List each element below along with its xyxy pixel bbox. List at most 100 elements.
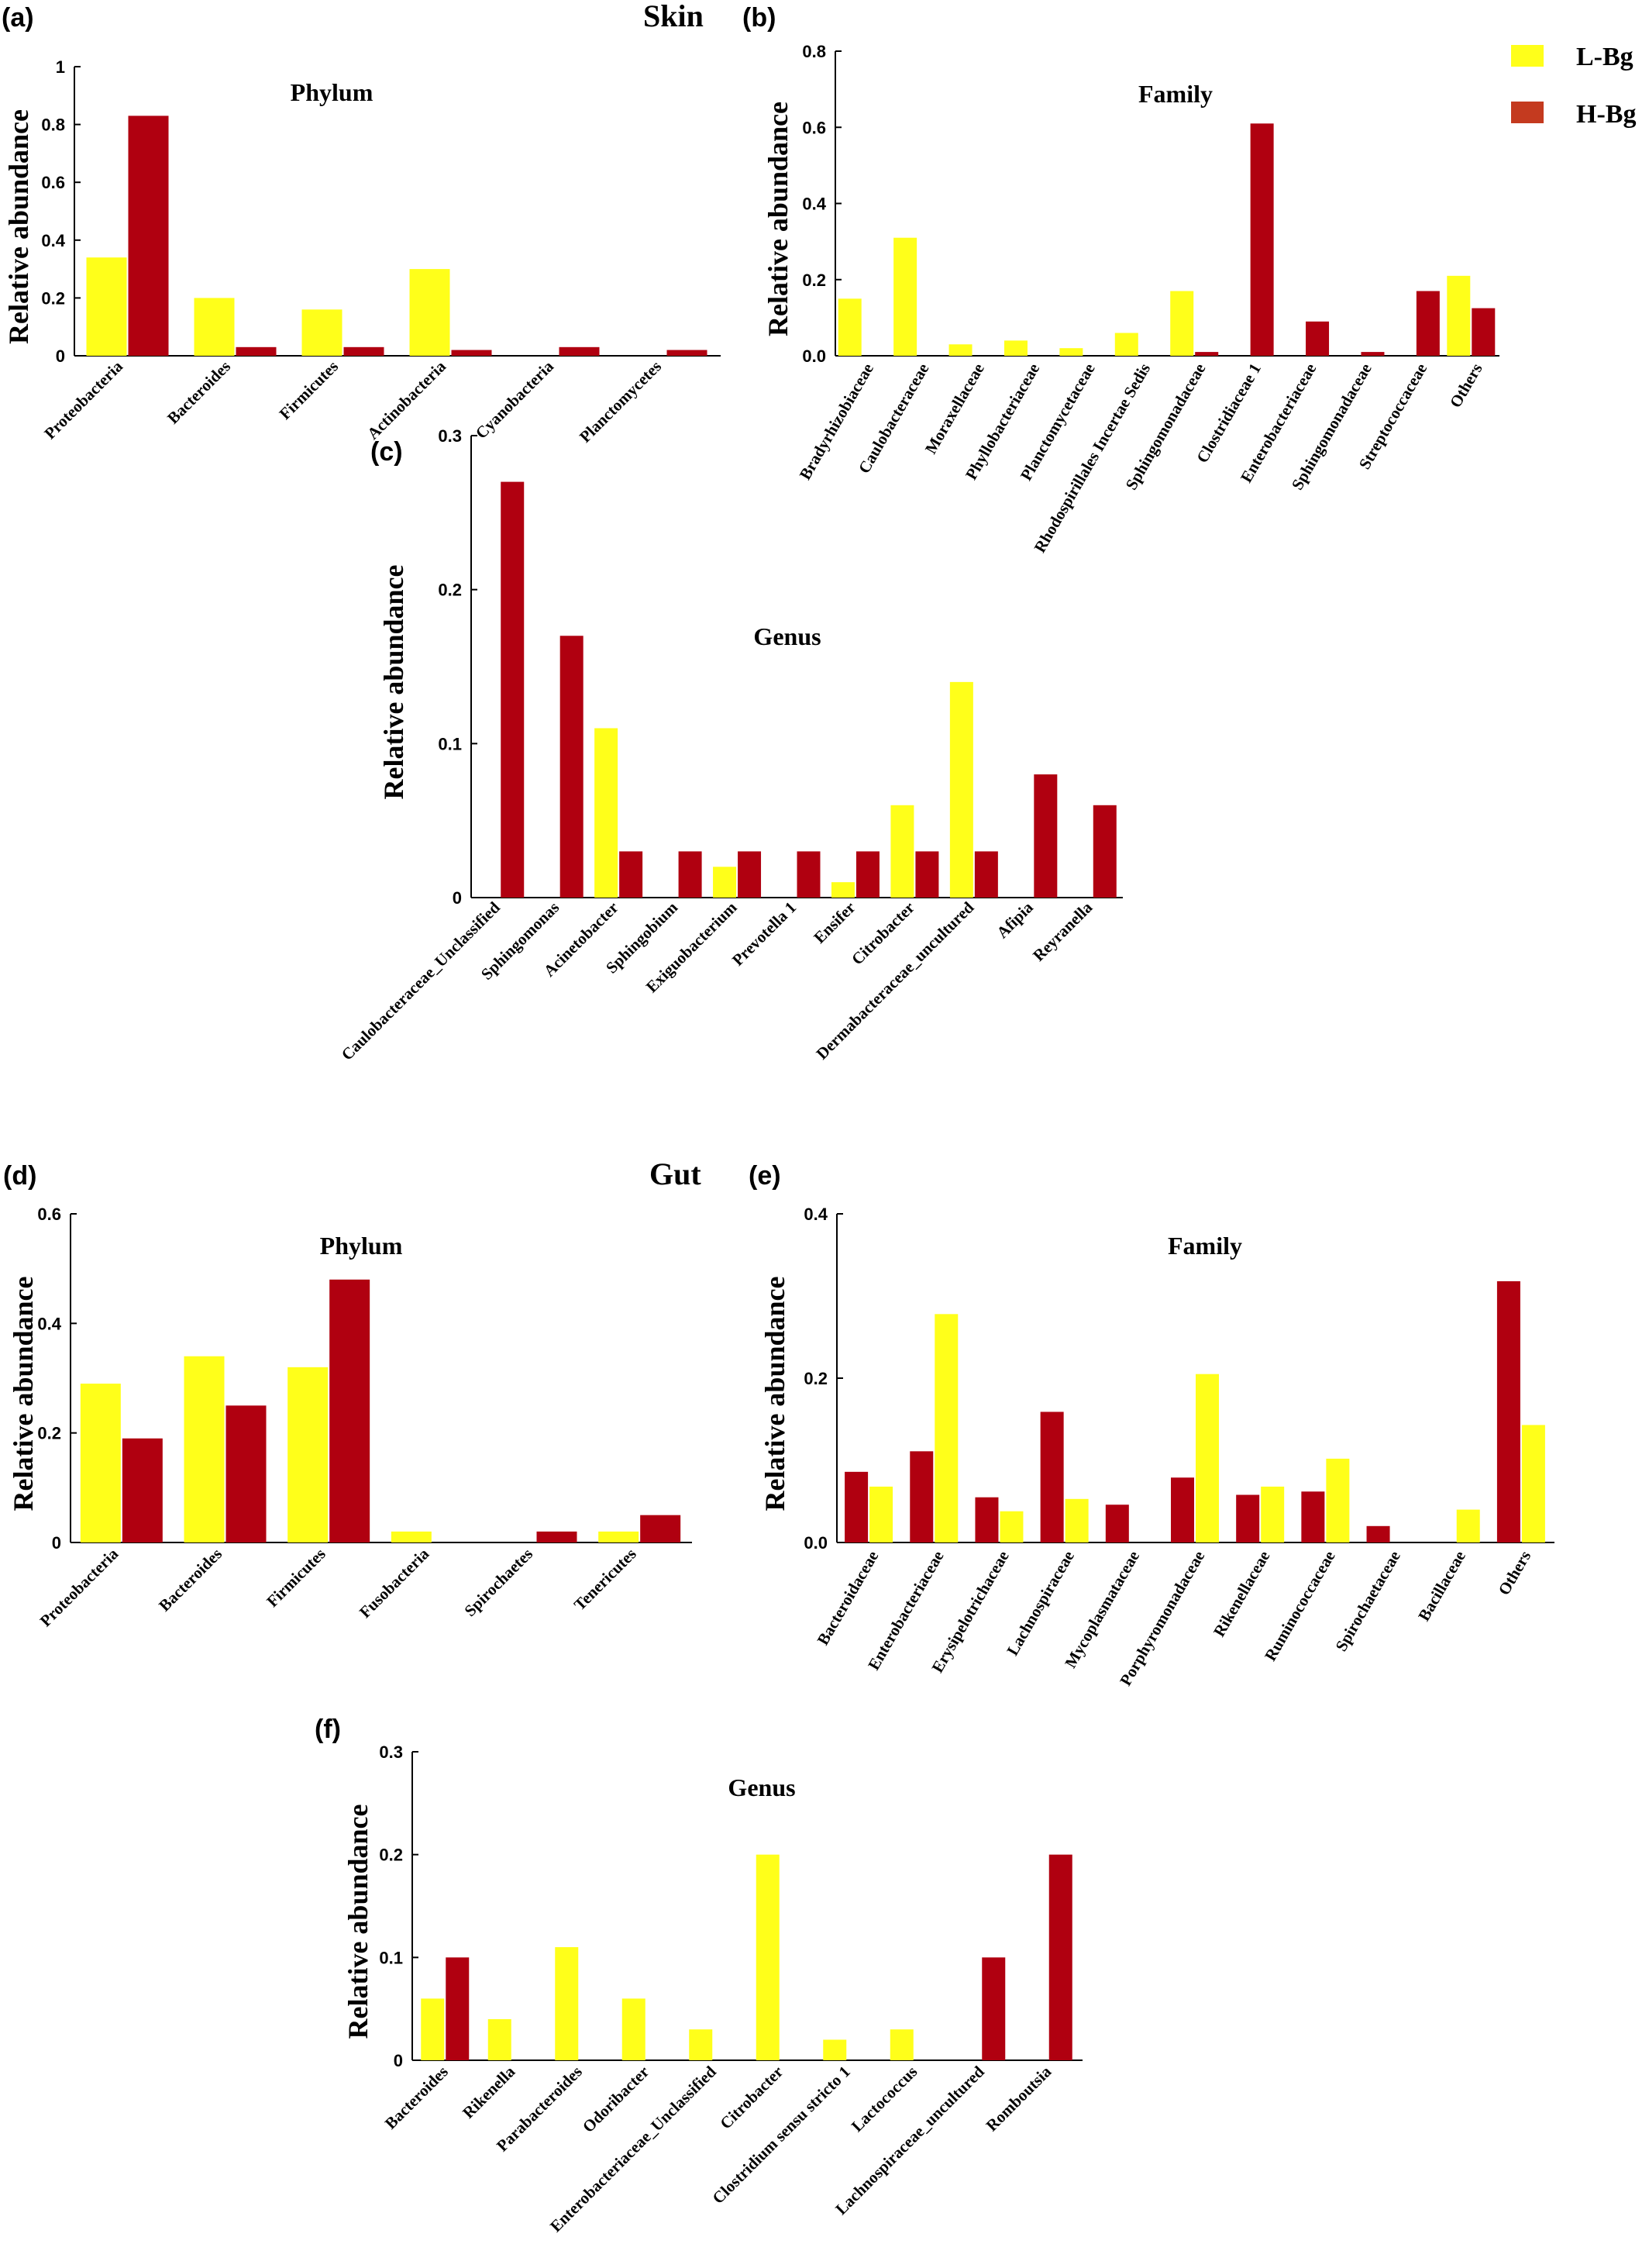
chart-panel-f: (f) Genus Relative abundance 0 0.1 0.2 0.3 Bact… [315,1715,1083,2235]
bar-h-bg [1301,1491,1325,1542]
category-label: Ruminococcaceae [1261,1548,1339,1664]
bar-l-bg [948,344,973,356]
bar-l-bg [1447,275,1471,356]
y-tick-label: 0.2 [802,271,826,290]
y-tick-label: 0.2 [41,288,65,308]
bar-l-bg [1059,348,1083,356]
bar-l-bg [421,1998,445,2060]
bar-l-bg [409,269,450,356]
y-tick-label: 0.3 [379,1742,403,1762]
bar-h-bg [1361,352,1385,356]
legend-label-l-bg: L-Bg [1576,43,1634,71]
y-tick-label: 0.6 [802,118,826,137]
category-label: Spirochaetaceae [1331,1548,1403,1655]
bar-h-bg [1250,123,1274,356]
y-tick-label: 0.4 [37,1314,61,1333]
bar-h-bg [536,1531,577,1542]
bar-h-bg [122,1438,163,1542]
bar-l-bg [287,1367,329,1542]
y-tick-label: 0 [56,346,65,366]
bar-h-bg [797,851,821,898]
category-label: Afipia [993,898,1037,942]
bar-h-bg [915,851,939,898]
bar-h-bg [343,346,384,356]
bar-h-bg [640,1515,681,1542]
legend-swatch-h-bg [1511,102,1544,123]
y-axis-label: Relative abundance [759,1276,790,1511]
y-tick-label: 0.6 [37,1205,61,1224]
bar-l-bg [869,1486,893,1542]
bar-h-bg [128,115,169,356]
bar-h-bg [738,851,762,898]
category-label: Firmicutes [263,1545,329,1611]
bar-h-bg [1093,805,1117,898]
bar-h-bg [446,1957,470,2060]
y-tick-label: 0.4 [804,1205,828,1224]
category-label: Bacteroidaceae [814,1548,883,1649]
y-tick-label: 0.2 [438,581,462,600]
category-label: Others [1446,360,1486,412]
category-label: Reyranella [1029,898,1096,965]
category-label: Rikenella [459,2062,519,2122]
y-tick-label: 0.6 [41,173,65,192]
panel-letter: (e) [749,1161,781,1191]
bar-h-bg [1416,291,1440,356]
category-label: Rikenellaceae [1210,1548,1274,1640]
chart-title: Genus [753,622,821,650]
bar-l-bg [598,1531,639,1542]
y-axis-label: Relative abundance [378,564,409,799]
bar-l-bg [621,1998,645,2060]
chart-title: Family [1138,80,1213,108]
bar-h-bg [451,350,492,356]
bar-h-bg [225,1405,267,1542]
category-label: Moraxellaceae [921,360,988,457]
chart-title: Family [1168,1232,1242,1260]
bar-h-bg [982,1957,1006,2060]
category-label: Others [1495,1548,1535,1599]
legend: L-Bg H-Bg [1511,43,1636,129]
y-tick-label: 1 [56,57,65,77]
bar-l-bg [1000,1511,1024,1542]
bar-h-bg [1034,774,1058,898]
bar-l-bg [689,2029,713,2060]
bar-l-bg [555,1947,579,2060]
chart-panel-c: (c) Genus Relative abundance 0 0.1 0.2 0.3 Caul… [338,426,1123,1064]
y-tick-label: 0.2 [37,1424,61,1443]
bar-l-bg [935,1314,959,1542]
y-tick-label: 0.2 [379,1846,403,1865]
y-tick-label: 0.1 [379,1948,403,1967]
bar-h-bg [975,1497,999,1542]
bar-h-bg [236,346,277,356]
category-label: Planctomycetes [576,357,665,446]
category-label: Tenericutes [570,1545,640,1615]
y-tick-label: 0 [394,2051,403,2070]
bar-h-bg [666,350,707,356]
bar-h-bg [1040,1411,1064,1542]
bar-l-bg [487,2018,511,2060]
category-label: Cyanobacteria [472,357,558,443]
section-title-gut: Gut [649,1156,701,1191]
chart-title: Genus [728,1773,795,1801]
category-label: Fusobacteria [356,1544,433,1622]
bar-l-bg [1114,333,1138,356]
bar-h-bg [559,346,600,356]
bar-l-bg [838,298,862,356]
y-tick-label: 0 [52,1533,61,1553]
bar-h-bg [910,1451,934,1542]
category-label: Firmicutes [276,357,342,423]
bar-l-bg [823,2039,847,2060]
bar-h-bg [1171,1477,1194,1542]
bar-h-bg [1306,321,1330,356]
bar-h-bg [1496,1280,1520,1542]
category-label: Bacillaceae [1414,1548,1469,1625]
chart-panel-d: (d) Phylum Relative abundance 0 0.2 0.4 0.6 Pro… [3,1161,692,1630]
category-label: Bacteroides [164,357,234,428]
bar-l-bg [1065,1498,1089,1542]
category-label: Lactococcus [848,2063,921,2135]
bar-l-bg [890,2029,914,2060]
panel-letter: (f) [315,1715,341,1744]
bar-l-bg [831,882,855,898]
category-label: Odoribacter [579,2063,652,2136]
bar-l-bg [194,298,235,356]
